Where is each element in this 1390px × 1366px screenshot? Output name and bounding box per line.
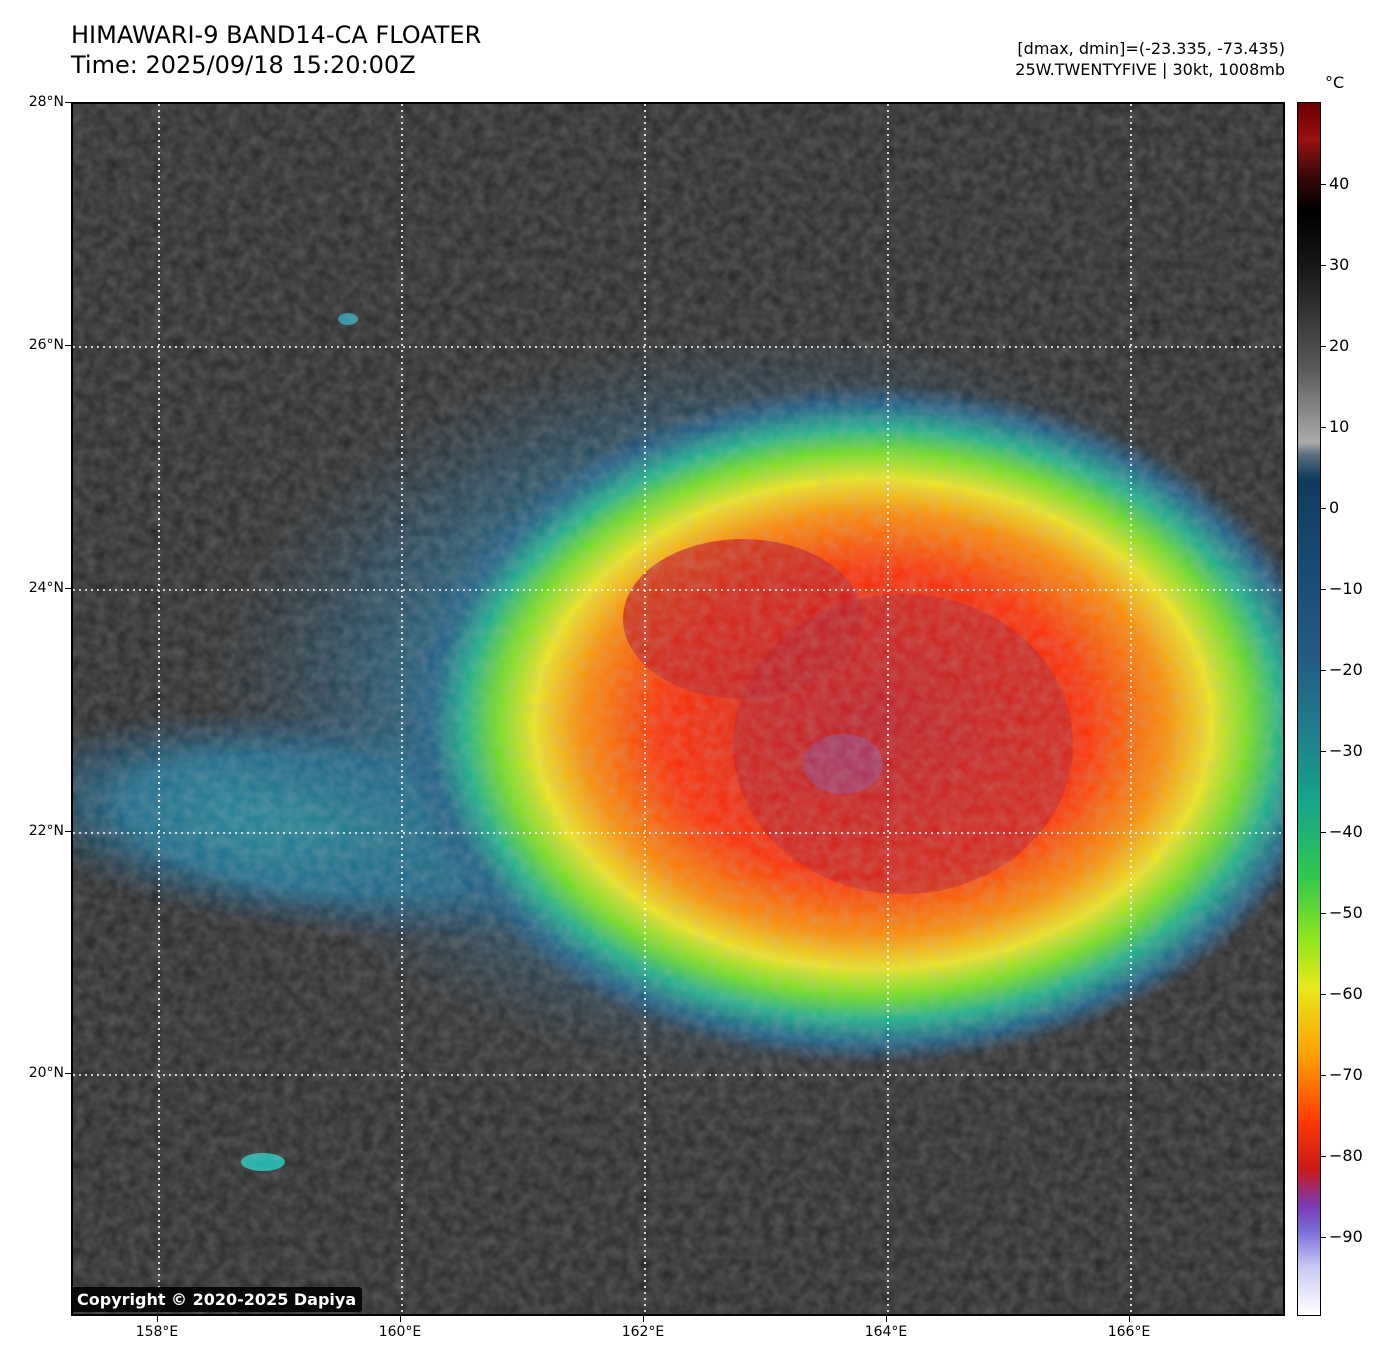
lat-tick-mark (65, 1073, 71, 1074)
colorbar-tick (1321, 427, 1326, 428)
colorbar-tick (1321, 1075, 1326, 1076)
colorbar-label: −10 (1329, 579, 1363, 598)
lon-tick-mark (400, 1316, 401, 1322)
colorbar-tick (1321, 832, 1326, 833)
lon-tick-mark (157, 1316, 158, 1322)
colorbar-unit: °C (1325, 73, 1345, 92)
lat-tick-mark (65, 345, 71, 346)
range-text: [dmax, dmin]=(-23.335, -73.435) (1017, 39, 1285, 58)
lat-tick-mark (65, 831, 71, 832)
colorbar-label: −20 (1329, 660, 1363, 679)
satellite-imagery (73, 104, 1283, 1314)
lon-tick-mark (643, 1316, 644, 1322)
lat-label-22n: 22°N (28, 823, 64, 839)
meta-block: [dmax, dmin]=(-23.335, -73.435) 25W.TWEN… (1015, 38, 1285, 80)
colorbar (1297, 102, 1321, 1316)
image-time: Time: 2025/09/18 15:20:00Z (71, 51, 416, 79)
colorbar-tick (1321, 670, 1326, 671)
colorbar-tick (1321, 913, 1326, 914)
lat-label-24n: 24°N (28, 580, 64, 596)
image-title: HIMAWARI-9 BAND14-CA FLOATER (71, 21, 482, 49)
colorbar-label: 0 (1329, 498, 1340, 517)
grid-lines (73, 104, 1283, 1314)
storm-info: 25W.TWENTYFIVE | 30kt, 1008mb (1015, 60, 1285, 79)
lon-tick-mark (886, 1316, 887, 1322)
title-block: HIMAWARI-9 BAND14-CA FLOATER Time: 2025/… (71, 20, 481, 80)
lat-label-26n: 26°N (28, 337, 64, 353)
copyright-label: Copyright © 2020-2025 Dapiya (71, 1287, 363, 1312)
colorbar-label: 30 (1329, 255, 1350, 274)
colorbar-label: 40 (1329, 174, 1350, 193)
colorbar-label: −90 (1329, 1227, 1363, 1246)
colorbar-label: −30 (1329, 741, 1363, 760)
colorbar-label: −70 (1329, 1065, 1363, 1084)
colorbar-tick (1321, 1237, 1326, 1238)
lon-tick-mark (1129, 1316, 1130, 1322)
colorbar-tick (1321, 346, 1326, 347)
colorbar-label: −60 (1329, 984, 1363, 1003)
lat-tick-mark (65, 588, 71, 589)
colorbar-tick (1321, 751, 1326, 752)
lon-label-160e: 160°E (378, 1324, 422, 1340)
colorbar-label: 20 (1329, 336, 1350, 355)
lat-label-28n: 28°N (28, 94, 64, 110)
colorbar-label: 10 (1329, 417, 1350, 436)
satellite-image (71, 102, 1285, 1316)
colorbar-label: −80 (1329, 1146, 1363, 1165)
lon-label-158e: 158°E (135, 1324, 179, 1340)
lat-tick-mark (65, 102, 71, 103)
colorbar-tick (1321, 589, 1326, 590)
lon-label-164e: 164°E (864, 1324, 908, 1340)
colorbar-tick (1321, 508, 1326, 509)
colorbar-tick (1321, 265, 1326, 266)
lat-label-20n: 20°N (28, 1065, 64, 1081)
colorbar-label: −50 (1329, 903, 1363, 922)
lon-label-166e: 166°E (1107, 1324, 1151, 1340)
colorbar-label: −40 (1329, 822, 1363, 841)
colorbar-tick (1321, 184, 1326, 185)
colorbar-tick (1321, 994, 1326, 995)
colorbar-tick (1321, 1156, 1326, 1157)
lon-label-162e: 162°E (621, 1324, 665, 1340)
